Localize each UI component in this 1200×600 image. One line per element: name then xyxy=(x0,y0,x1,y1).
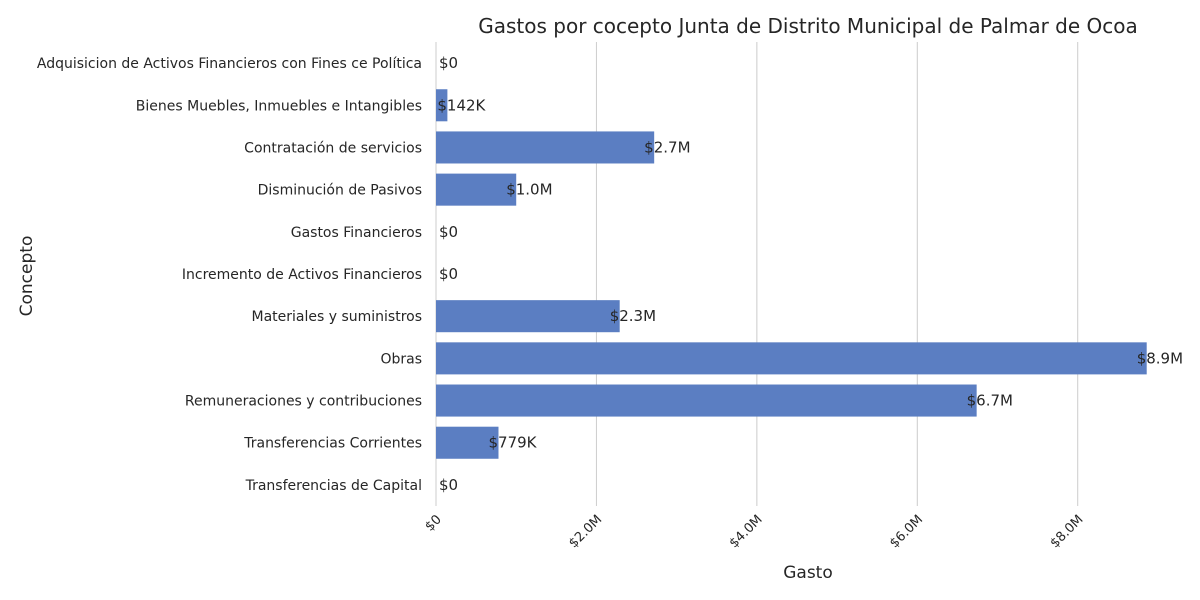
x-tick-label: $4.0M xyxy=(727,512,766,551)
data-label: $1.0M xyxy=(506,181,552,199)
data-label: $0 xyxy=(439,54,458,72)
x-axis-label: Gasto xyxy=(783,563,833,583)
data-label: $142K xyxy=(437,96,486,114)
y-tick-label: Gastos Financieros xyxy=(291,225,422,241)
data-label: $6.7M xyxy=(967,392,1013,410)
bar xyxy=(436,426,499,459)
bar xyxy=(436,384,977,417)
chart-title: Gastos por cocepto Junta de Distrito Mun… xyxy=(478,14,1138,38)
y-tick-label: Adquisicion de Activos Financieros con F… xyxy=(37,56,422,72)
data-labels: $0 $142K $2.7M $1.0M $0 $0 $2.3M $8.9M $6.7M $779… xyxy=(437,54,1183,494)
y-tick-label: Materiales y suministros xyxy=(251,309,422,325)
y-tick-label: Remuneraciones y contribuciones xyxy=(185,394,422,410)
bar xyxy=(436,342,1147,375)
bar xyxy=(436,173,517,206)
y-tick-label: Contratación de servicios xyxy=(244,140,422,156)
data-label: $0 xyxy=(439,476,458,494)
data-label: $2.7M xyxy=(644,138,690,156)
x-tick-labels: $0 $2.0M $4.0M $6.0M $8.0M xyxy=(423,512,1087,551)
data-label: $779K xyxy=(488,434,537,452)
data-label: $8.9M xyxy=(1137,349,1183,367)
y-tick-label: Transferencias Corrientes xyxy=(243,436,422,452)
y-tick-labels: Adquisicion de Activos Financieros con F… xyxy=(37,56,422,494)
x-tick-label: $8.0M xyxy=(1048,512,1087,551)
bar xyxy=(436,89,448,122)
data-label: $0 xyxy=(439,265,458,283)
data-label: $2.3M xyxy=(610,307,656,325)
y-tick-label: Obras xyxy=(380,351,422,367)
x-tick-label: $2.0M xyxy=(566,512,605,551)
y-axis-label: Concepto xyxy=(17,236,37,317)
y-tick-label: Incremento de Activos Financieros xyxy=(182,267,422,283)
data-label: $0 xyxy=(439,223,458,241)
bar xyxy=(436,131,655,164)
bar xyxy=(436,300,620,333)
x-tick-label: $0 xyxy=(423,512,445,534)
x-tick-label: $6.0M xyxy=(887,512,926,551)
y-tick-label: Transferencias de Capital xyxy=(245,478,422,494)
y-tick-label: Bienes Muebles, Inmuebles e Intangibles xyxy=(136,98,422,114)
bars xyxy=(436,89,1147,459)
y-tick-label: Disminución de Pasivos xyxy=(258,183,422,199)
